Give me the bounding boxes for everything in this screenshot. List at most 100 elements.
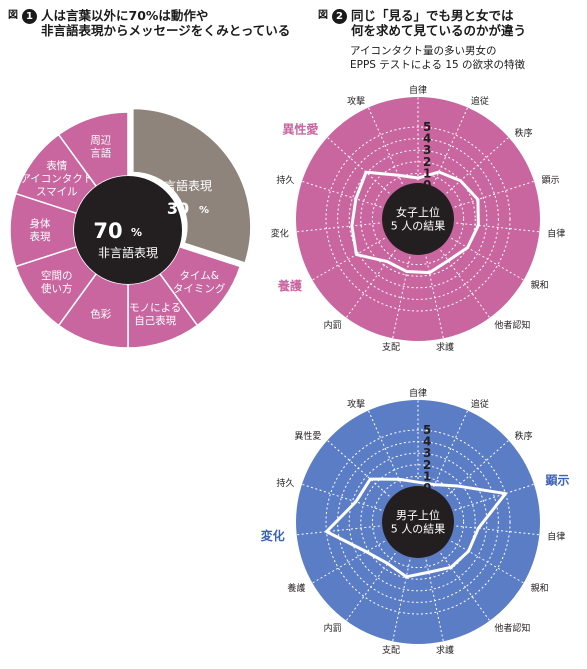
radar-scale-label: 0 bbox=[423, 178, 431, 192]
radar-axis-label: 他者認知 bbox=[494, 319, 530, 331]
radar-spoke bbox=[450, 483, 535, 512]
radar-axis-label: 自律 bbox=[547, 531, 565, 543]
radar-scale-label: 5 bbox=[423, 120, 431, 134]
pie-segment-label: 周辺言語 bbox=[90, 134, 111, 159]
radar-spoke bbox=[424, 555, 444, 642]
radar-axis-label: 親和 bbox=[531, 279, 549, 291]
radar-series-line bbox=[350, 170, 480, 275]
radar-axis-label: 支配 bbox=[382, 341, 400, 353]
radar-spoke bbox=[327, 136, 394, 197]
radar-center-label: 女子上位 5 人の結果 bbox=[391, 205, 446, 233]
radar-scale-label: 0 bbox=[423, 481, 431, 495]
figure-2-subtitle: アイコンタクト量の多い男女の EPPS テストによる 15 の欲求の特徴 bbox=[350, 45, 526, 71]
figure-number: 2 bbox=[332, 9, 347, 24]
figure-number: 1 bbox=[22, 9, 37, 24]
radar-scale-label: 5 bbox=[423, 423, 431, 437]
radar-spoke bbox=[301, 180, 386, 209]
pie-slice-verbal bbox=[132, 107, 252, 264]
radar-gridline bbox=[360, 464, 476, 580]
radar-gridline bbox=[371, 475, 465, 569]
radar-scale-label: 3 bbox=[423, 143, 431, 157]
figure-2-title: 同じ「見る」でも男と女では 何を求めて見ているのかが違う bbox=[351, 8, 527, 38]
radar-axis-label: 異性愛 bbox=[294, 430, 321, 442]
radar-spoke bbox=[301, 483, 386, 512]
radar-gridline bbox=[325, 126, 511, 312]
radar-spoke bbox=[442, 439, 509, 500]
pie-segment-label: 色彩 bbox=[90, 307, 111, 320]
radar-gridline bbox=[348, 149, 488, 289]
radar-spoke bbox=[451, 222, 540, 233]
pie-segment-label: モノによる自己表現 bbox=[129, 302, 181, 327]
radar-axis-label: 養護 bbox=[287, 582, 305, 594]
radar-spoke bbox=[392, 555, 412, 642]
radar-axis-label: 自律 bbox=[547, 228, 565, 240]
radar-center-disc bbox=[382, 486, 454, 558]
radar-scale-label: 2 bbox=[423, 155, 431, 169]
radar-axis-label: 顕示 bbox=[542, 175, 560, 186]
radar-spoke bbox=[437, 549, 491, 621]
radar-axis-label: 自律 bbox=[409, 387, 427, 399]
radar-spoke bbox=[345, 549, 399, 621]
radar-axis-label: 養護 bbox=[277, 278, 303, 293]
radar-axis-label: 持久 bbox=[276, 477, 294, 489]
nonverbal-value: 70 bbox=[93, 219, 122, 243]
radar-spoke bbox=[367, 410, 405, 492]
radar-axis-label: 他者認知 bbox=[494, 622, 530, 634]
radar-gridline bbox=[348, 452, 488, 592]
radar-axis-label: 変化 bbox=[271, 228, 289, 240]
nonverbal-label: 非言語表現 bbox=[98, 245, 158, 260]
radar-spoke bbox=[296, 525, 385, 536]
radar-axis-label: 異性愛 bbox=[282, 121, 318, 136]
radar-scale-label: 4 bbox=[423, 435, 431, 449]
figure-tag: 図 bbox=[8, 10, 18, 21]
radar-spoke bbox=[312, 538, 389, 584]
radar-gridline bbox=[360, 161, 476, 277]
radar-spoke bbox=[431, 107, 469, 189]
radar-spoke bbox=[437, 246, 491, 318]
radar-spoke bbox=[296, 222, 385, 233]
pie-center-disc bbox=[74, 176, 182, 284]
radar-axis-label: 変化 bbox=[261, 528, 285, 543]
radar-scale-label: 1 bbox=[423, 469, 431, 483]
radar-spoke bbox=[312, 235, 389, 281]
radar-chart-female: 女子上位 5 人の結果543210自律追従秩序顕示自律親和他者認知求護支配内罰養護… bbox=[271, 84, 566, 353]
radar-spoke bbox=[451, 525, 540, 536]
radar-scale-label: 4 bbox=[423, 132, 431, 146]
verbal-value: 30 bbox=[167, 199, 189, 218]
radar-axis-label: 追従 bbox=[471, 398, 489, 410]
pie-segment-label: 身体表現 bbox=[30, 217, 51, 243]
radar-axis-label: 秩序 bbox=[515, 127, 533, 139]
radar-gridline bbox=[325, 429, 511, 615]
radar-scale-label: 1 bbox=[423, 166, 431, 180]
radar-series-line bbox=[325, 477, 507, 579]
radar-spoke bbox=[345, 246, 399, 318]
radar-chart-male: 男子上位 5 人の結果543210自律追従秩序顕示自律親和他者認知求護支配内罰養護… bbox=[261, 387, 570, 656]
radar-axis-label: 顕示 bbox=[545, 474, 569, 488]
radar-spoke bbox=[447, 538, 524, 584]
radar-axis-label: 攻撃 bbox=[347, 95, 365, 107]
radar-spoke bbox=[327, 439, 394, 500]
pie-segment-label: 表情アイコンタクトスマイル bbox=[20, 159, 93, 198]
radar-center-disc bbox=[382, 183, 454, 255]
radar-axis-label: 持久 bbox=[276, 174, 294, 186]
nonverbal-unit: % bbox=[131, 226, 142, 239]
radar-spoke bbox=[431, 410, 469, 492]
radar-axis-label: 求護 bbox=[436, 341, 454, 353]
radar-axis-label: 内罰 bbox=[324, 319, 342, 331]
radar-axis-label: 自律 bbox=[409, 84, 427, 96]
figure-1-header: 図 1 人は言葉以外に70%は動作や 非言語表現からメッセージをくみとっている bbox=[8, 8, 290, 38]
radar-scale-label: 3 bbox=[423, 446, 431, 460]
radar-spoke bbox=[392, 252, 412, 339]
figure-tag: 図 bbox=[318, 10, 328, 21]
radar-axis-label: 秩序 bbox=[515, 430, 533, 442]
pie-segment-label: タイム&タイミング bbox=[173, 270, 226, 295]
radar-spoke bbox=[424, 252, 444, 339]
radar-axis-label: 追従 bbox=[471, 95, 489, 107]
verbal-label: 言語表現 bbox=[164, 178, 212, 193]
pie-segment-label: 空間の使い方 bbox=[41, 269, 73, 295]
verbal-unit: % bbox=[199, 205, 209, 216]
radar-axis-label: 求護 bbox=[436, 644, 454, 656]
